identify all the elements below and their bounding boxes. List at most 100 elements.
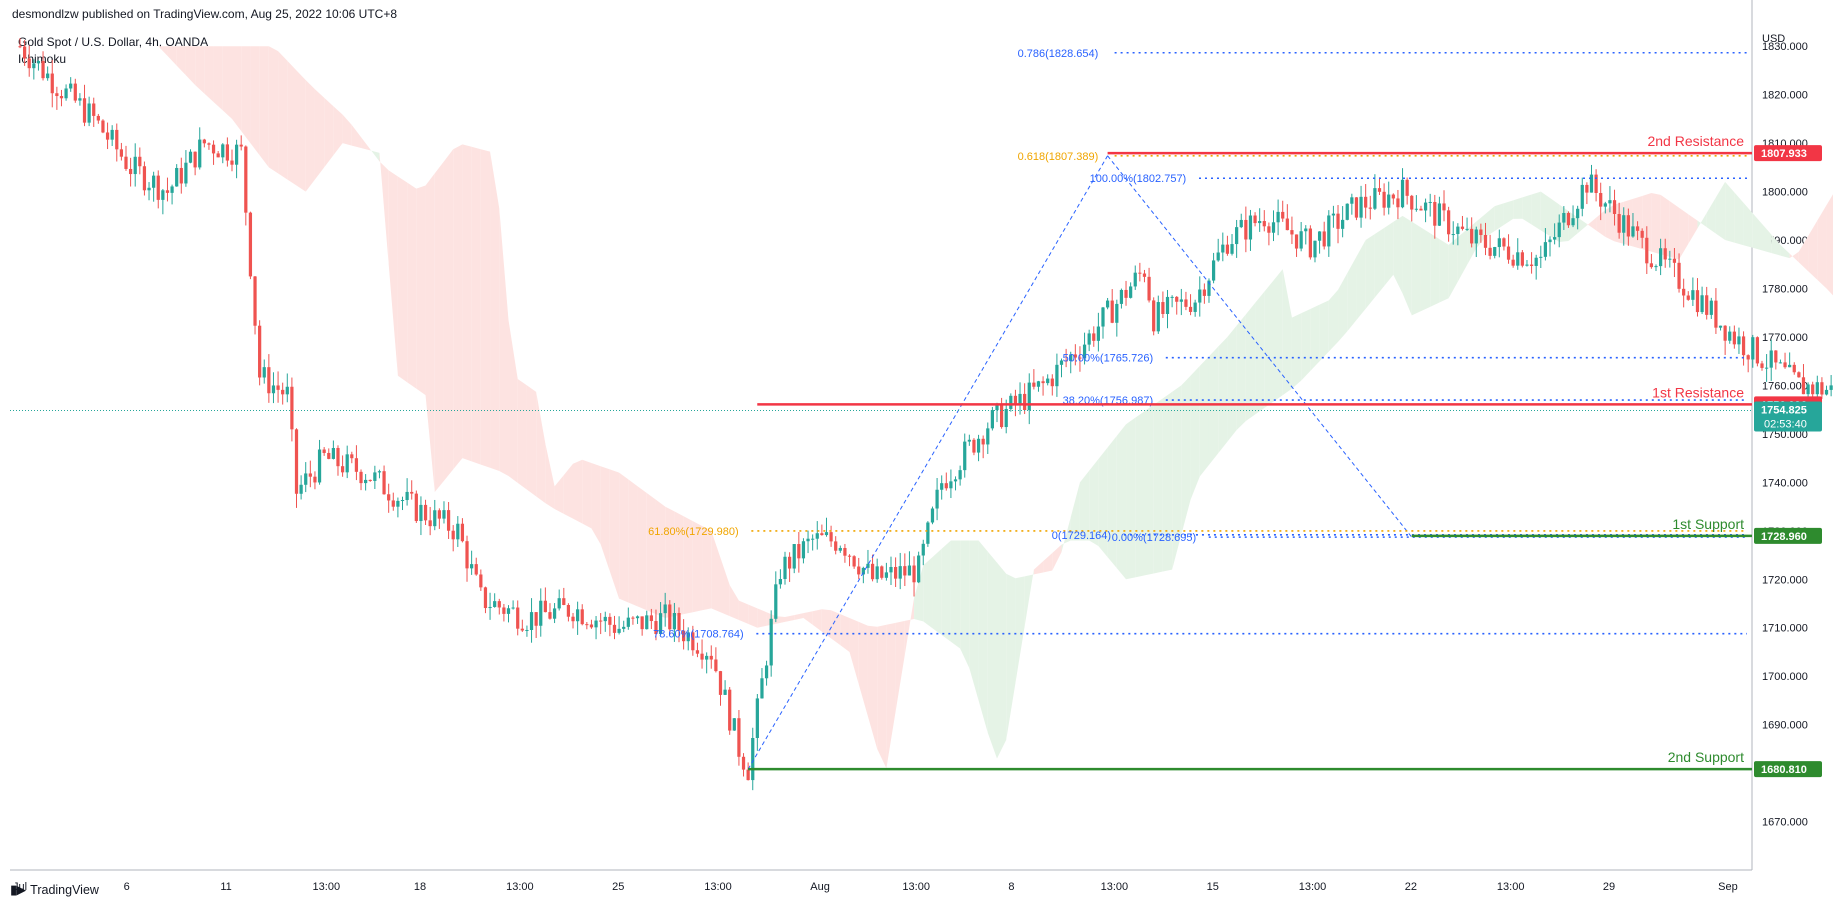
- ichimoku-cloud-segment: [1586, 217, 1597, 231]
- ichimoku-cloud-segment: [1817, 205, 1827, 289]
- ichimoku-cloud-segment: [1144, 404, 1154, 576]
- ichimoku-cloud-segment: [1153, 398, 1163, 574]
- ichimoku-cloud-segment: [1734, 192, 1744, 246]
- ichimoku-cloud-segment: [1503, 200, 1514, 225]
- ichimoku-cloud-segment: [361, 137, 371, 151]
- ichimoku-cloud-segment: [314, 89, 325, 180]
- candle-body: [1207, 280, 1211, 296]
- ichimoku-cloud-segment: [941, 540, 951, 642]
- ichimoku-cloud-segment: [1116, 424, 1127, 580]
- ichimoku-cloud-segment: [1172, 385, 1182, 570]
- candle-body: [446, 510, 451, 531]
- candle-body: [594, 620, 598, 628]
- ichimoku-cloud-segment: [176, 46, 186, 76]
- candle-body: [474, 564, 478, 575]
- candle-body: [497, 601, 501, 608]
- candle-body: [1755, 337, 1760, 364]
- candle-body: [1599, 193, 1603, 207]
- candle-body: [566, 604, 571, 617]
- ichimoku-cloud-segment: [960, 540, 970, 669]
- ichimoku-cloud-segment: [1384, 221, 1394, 287]
- ichimoku-cloud-segment: [278, 51, 288, 180]
- candle-body: [1797, 372, 1801, 378]
- candle-body: [1764, 367, 1769, 369]
- candle-body: [184, 162, 188, 184]
- candle-body: [1433, 201, 1437, 226]
- candle-body: [1225, 244, 1230, 254]
- candle-body: [142, 166, 147, 191]
- candle-body: [1608, 200, 1612, 204]
- candle-body: [1064, 360, 1068, 362]
- y-tick-label: 1720.000: [1762, 574, 1808, 586]
- x-tick-label: 25: [612, 881, 624, 893]
- candle-body: [1087, 333, 1091, 345]
- ichimoku-cloud-segment: [1531, 191, 1541, 231]
- candle-body: [345, 454, 349, 473]
- x-tick-label: 13:00: [1299, 881, 1327, 893]
- candle-body: [262, 367, 266, 378]
- ichimoku-cloud-segment: [388, 170, 398, 376]
- x-tick-label: Sep: [1718, 881, 1738, 893]
- candle-body: [940, 483, 944, 490]
- candle-body: [1096, 326, 1100, 341]
- candle-body: [1589, 174, 1594, 193]
- y-tick-label: 1690.000: [1762, 720, 1808, 732]
- candle-body: [1147, 276, 1151, 301]
- candle-body: [1811, 384, 1815, 395]
- candle-body: [193, 151, 197, 168]
- candle-body: [1041, 381, 1045, 384]
- candle-body: [156, 175, 160, 200]
- candle-body: [1193, 302, 1197, 312]
- ichimoku-cloud-segment: [849, 618, 859, 685]
- ichimoku-cloud-segment: [443, 149, 454, 481]
- candle-body: [1695, 290, 1700, 313]
- ichimoku-cloud-segment: [1356, 240, 1366, 321]
- ichimoku-cloud-segment: [471, 146, 481, 465]
- candle-body: [433, 510, 437, 527]
- ichimoku-cloud-segment: [379, 152, 389, 265]
- x-tick-label: 15: [1207, 881, 1219, 893]
- fib-level-label: 0.786(1828.654): [1018, 48, 1099, 60]
- candle-body: [649, 615, 653, 622]
- ichimoku-cloud-segment: [158, 46, 168, 56]
- x-tick-label: Jul: [13, 881, 27, 893]
- ichimoku-cloud-segment: [1651, 193, 1661, 255]
- candle-body: [806, 538, 810, 542]
- candle-body: [179, 167, 183, 184]
- candle-body: [382, 471, 386, 495]
- candle-body: [645, 615, 649, 630]
- candle-body: [893, 566, 898, 579]
- ichimoku-cloud-segment: [1439, 239, 1449, 303]
- candle-body: [1188, 306, 1193, 312]
- candle-body: [1723, 325, 1727, 341]
- ichimoku-cloud-segment: [1135, 411, 1145, 578]
- ichimoku-cloud-segment: [370, 149, 380, 162]
- candle-body: [1414, 208, 1418, 210]
- ichimoku-cloud-segment: [425, 173, 435, 493]
- x-tick-label: Aug: [810, 881, 830, 893]
- ichimoku-cloud-segment: [1190, 366, 1200, 500]
- x-tick-label: 18: [414, 881, 426, 893]
- candle-body: [313, 476, 317, 483]
- candle-body: [1525, 264, 1529, 266]
- candle-body: [281, 389, 285, 395]
- candle-body: [1474, 229, 1478, 244]
- candle-body: [46, 73, 50, 79]
- candle-body: [1142, 273, 1147, 277]
- candle-body: [1576, 208, 1580, 219]
- candle-body: [1179, 299, 1183, 302]
- candle-body: [1700, 295, 1704, 313]
- candle-body: [1105, 300, 1110, 308]
- ichimoku-cloud-segment: [637, 486, 647, 611]
- candle-body: [225, 144, 229, 161]
- ichimoku-cloud-segment: [1642, 193, 1652, 252]
- candle-body: [682, 630, 686, 642]
- candle-body: [1336, 213, 1340, 229]
- candle-body: [764, 665, 769, 679]
- candle-body: [843, 547, 847, 556]
- ichimoku-cloud-segment: [1218, 336, 1228, 454]
- candle-body: [585, 624, 589, 626]
- candle-body: [1271, 222, 1276, 233]
- candle-body: [1562, 212, 1566, 223]
